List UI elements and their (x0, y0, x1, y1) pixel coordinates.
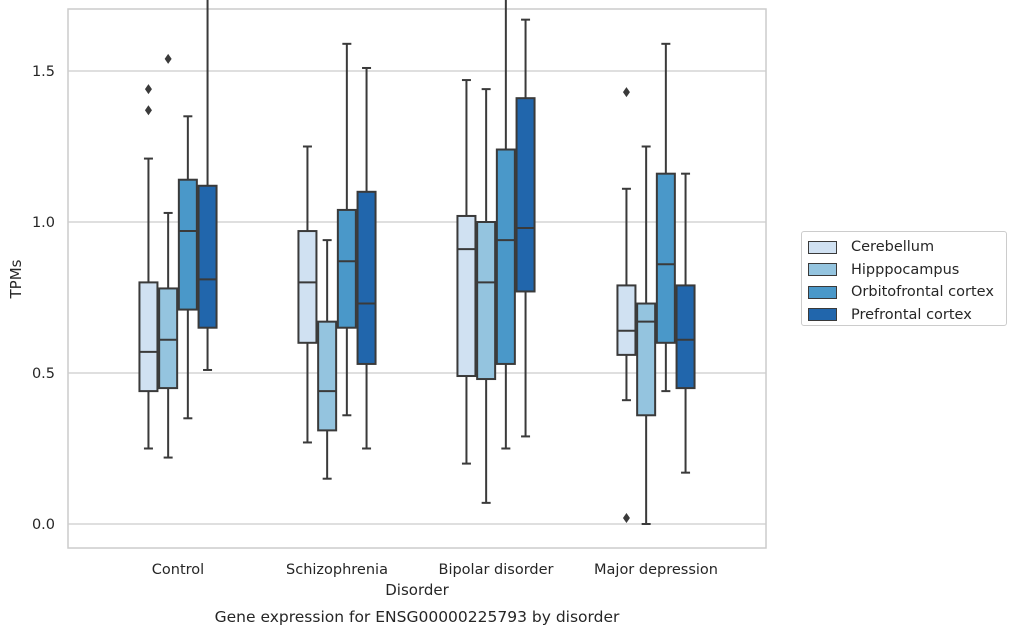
box-body (336, 208, 357, 329)
y-tick-labels: 0.00.51.01.52.02.53.0 (32, 64, 55, 533)
box-hipppocampus (317, 239, 338, 480)
box-body (177, 178, 198, 311)
x-tick-labels: Control Schizophrenia Bipolar disorder Majo… (152, 562, 718, 578)
box-body (515, 97, 536, 293)
box-orbitofrontal-cortex (655, 42, 676, 393)
x-tick-label: Control (152, 562, 204, 578)
box-hipppocampus (636, 145, 657, 525)
box-body (655, 172, 676, 344)
box-prefrontal-cortex (356, 66, 377, 450)
legend-label: Prefrontal cortex (851, 306, 972, 323)
legend-label: Orbitofrontal cortex (851, 284, 994, 301)
legend-item: Hipppocampus (808, 259, 1006, 282)
box-prefrontal-cortex (197, 0, 218, 371)
box-hipppocampus (158, 53, 179, 459)
box-body (636, 302, 657, 417)
legend-item: Orbitofrontal cortex (808, 281, 1006, 304)
box-cerebellum (456, 79, 477, 465)
y-tick-label: 0.5 (32, 366, 55, 382)
box-body (317, 320, 338, 432)
y-tick-label: 0.0 (32, 517, 55, 533)
box-body (297, 230, 318, 344)
box-body (675, 284, 696, 390)
x-tick-label: Bipolar disorder (439, 562, 554, 578)
box-hipppocampus (476, 88, 497, 504)
box-prefrontal-cortex (515, 18, 536, 438)
y-axis-label: TPMs (7, 259, 25, 299)
box-body (158, 287, 179, 390)
x-tick-label: Major depression (594, 562, 718, 578)
chart-title: Gene expression for ENSG00000225793 by d… (215, 608, 620, 626)
box-cerebellum (138, 84, 159, 450)
outlier-point (144, 84, 152, 95)
box-prefrontal-cortex (675, 172, 696, 474)
box-cerebellum (616, 87, 637, 523)
y-tick-label: 1.0 (32, 215, 55, 231)
legend-swatch (808, 285, 837, 299)
box-body (138, 281, 159, 393)
legend-swatch (808, 263, 837, 277)
y-tick-label: 1.5 (32, 64, 55, 80)
box-cerebellum (297, 145, 318, 444)
box-body (495, 148, 516, 365)
x-tick-label: Schizophrenia (286, 562, 388, 578)
box-body (356, 190, 377, 365)
legend: Cerebellum Hipppocampus Orbitofrontal cort… (801, 231, 1007, 326)
legend-swatch (808, 308, 837, 322)
legend-label: Cerebellum (851, 239, 935, 256)
legend-swatch (808, 240, 837, 254)
box-body (197, 184, 218, 329)
outlier-point (622, 512, 630, 523)
box-orbitofrontal-cortex (336, 42, 357, 417)
outlier-point (164, 53, 172, 64)
legend-label: Hipppocampus (851, 261, 960, 278)
box-body (476, 221, 497, 381)
box-body (616, 284, 637, 356)
box-body (456, 214, 477, 378)
box-orbitofrontal-cortex (177, 115, 198, 420)
outlier-point (144, 105, 152, 116)
boxes-layer (138, 0, 696, 525)
plot-frame (67, 8, 767, 549)
legend-item: Cerebellum (808, 236, 1006, 259)
x-axis-label: Disorder (385, 581, 449, 599)
legend-item: Prefrontal cortex (808, 304, 1006, 327)
box-orbitofrontal-cortex (495, 0, 516, 450)
outlier-point (622, 87, 630, 98)
